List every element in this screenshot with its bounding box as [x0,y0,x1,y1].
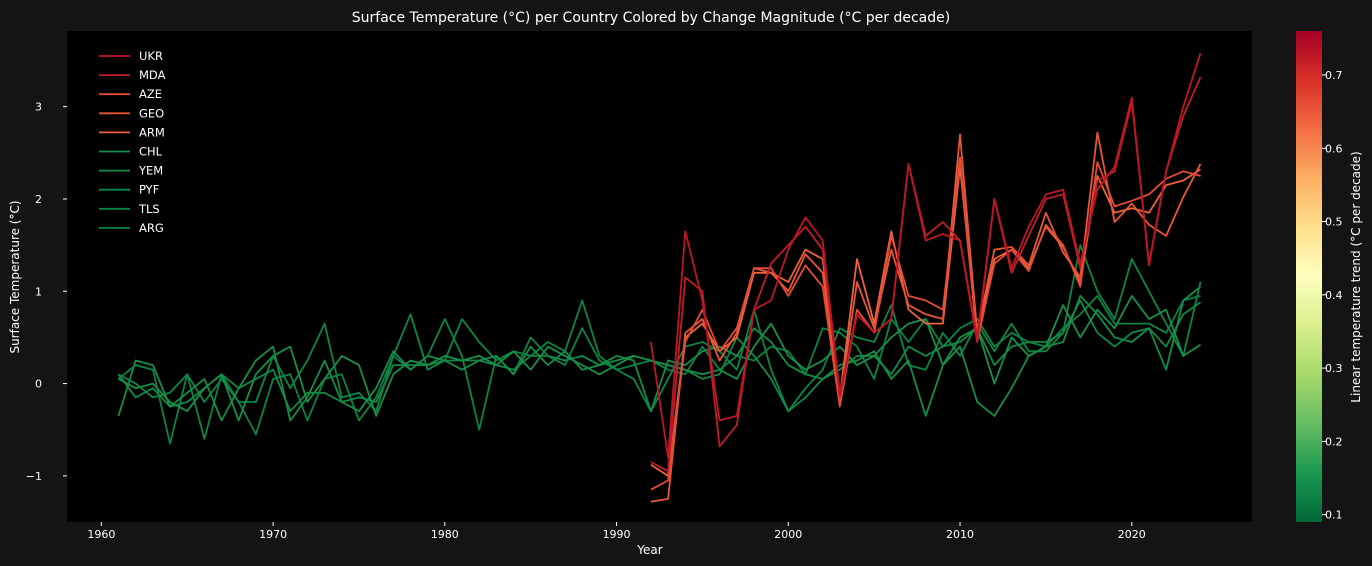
colorbar-tick-label: 0.6 [1325,142,1343,155]
legend-label: TLS [138,202,160,216]
legend-label: UKR [139,49,163,63]
plot-area [67,31,1252,522]
x-tick-label: 1960 [87,528,115,541]
series-line-yem [117,285,1202,422]
colorbar-label: Linear temperature trend (°C per decade) [1349,151,1363,402]
colorbar-tick-label: 0.4 [1325,289,1343,302]
x-tick-label: 1990 [603,528,631,541]
y-tick-label: 3 [35,101,42,114]
y-tick-label: 1 [35,285,42,298]
legend-label: ARG [139,221,164,235]
legend-label: MDA [139,68,166,82]
legend-label: AZE [139,87,162,101]
colorbar-tick-label: 0.5 [1325,216,1343,229]
y-axis-label: Surface Temperature (°C) [8,200,22,353]
x-tick-label: 1970 [259,528,287,541]
series-line-arm [650,165,1201,477]
x-tick-label: 2000 [774,528,802,541]
x-tick-label: 2020 [1118,528,1146,541]
colorbar-tick-label: 0.7 [1325,69,1343,82]
chart-title: Surface Temperature (°C) per Country Col… [352,10,950,26]
colorbar [1296,31,1322,522]
series-line-ukr [650,52,1202,459]
y-ticks: −1 0 1 2 3 [26,101,67,483]
series-line-aze [650,156,1201,491]
legend-label: GEO [139,106,164,120]
legend: UKR MDA AZE GEO ARM CHL YEM PYF TLS ARG [99,49,166,235]
y-tick-label: 2 [35,193,42,206]
x-ticks: 1960 1970 1980 1990 2000 2010 2020 [87,522,1146,541]
y-tick-label: 0 [35,378,42,391]
x-axis-label: Year [636,543,662,557]
legend-label: YEM [138,164,163,178]
colorbar-ticks: 0.1 0.2 0.3 0.4 0.5 0.6 0.7 [1322,69,1343,522]
legend-label: CHL [139,145,163,159]
colorbar-tick-label: 0.1 [1325,509,1343,522]
x-tick-label: 2010 [946,528,974,541]
x-tick-label: 1980 [431,528,459,541]
colorbar-tick-label: 0.2 [1325,435,1343,448]
series-lines [117,52,1202,503]
y-tick-label: −1 [26,470,42,483]
colorbar-tick-label: 0.3 [1325,362,1343,375]
legend-label: ARM [139,125,165,139]
series-line-chl [118,294,1201,422]
legend-label: PYF [139,183,159,197]
